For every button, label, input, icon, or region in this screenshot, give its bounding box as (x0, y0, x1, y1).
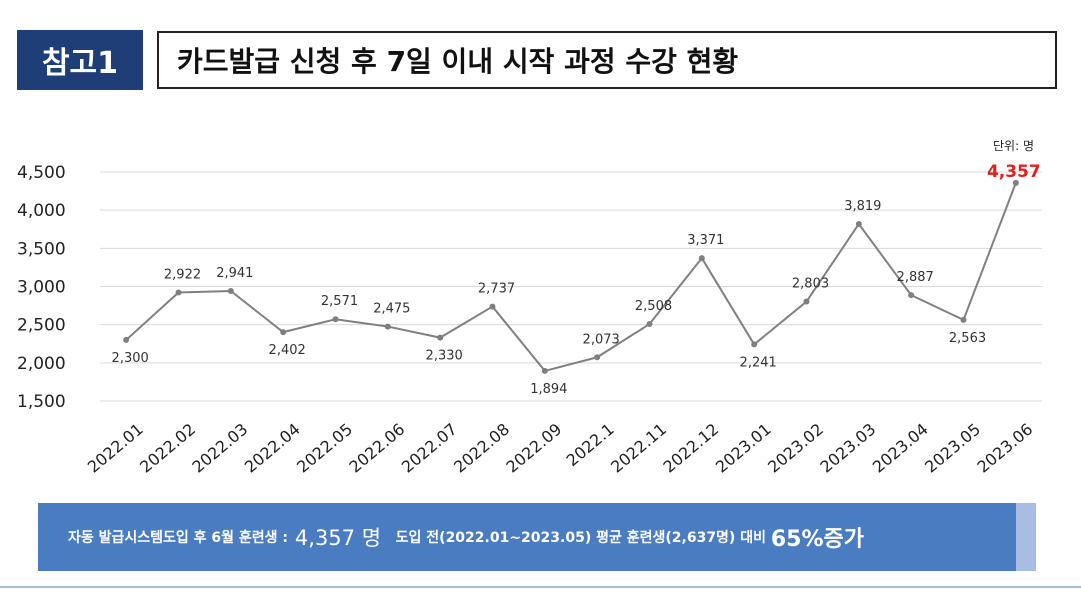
data-point (960, 316, 967, 323)
x-tick-label: 2023.02 (764, 420, 827, 477)
line-chart: 1,500 2,000 2,500 3,000 3,500 4,000 4,500 2,300… (17, 162, 1042, 477)
summary-value-2: 65%증가 (770, 527, 864, 552)
summary-text-1: 자동 발급시스템도입 후 6월 훈련생 : (68, 530, 293, 546)
x-tick-label: 2022.11 (607, 420, 670, 477)
data-label: 2,402 (269, 343, 306, 358)
page-title: 카드발급 신청 후 7일 이내 시작 과정 수강 현황 (157, 31, 1057, 89)
data-point (594, 354, 601, 361)
x-tick-label: 2023.06 (974, 420, 1037, 477)
data-point (489, 303, 496, 310)
data-point (437, 334, 444, 341)
x-tick-label: 2022.02 (136, 420, 199, 477)
data-label: 2,571 (321, 294, 358, 309)
data-point (227, 288, 234, 295)
reference-badge: 참고1 (17, 30, 143, 90)
x-tick-label: 2022.09 (503, 420, 566, 477)
y-tick-label: 2,500 (17, 316, 66, 336)
data-label: 2,073 (583, 332, 620, 347)
x-tick-label: 2023.01 (712, 420, 775, 477)
x-tick-label: 2022.04 (241, 420, 304, 477)
data-label: 2,922 (164, 267, 201, 282)
bottom-divider (0, 586, 1081, 588)
data-label: 2,803 (792, 277, 829, 292)
data-point (541, 367, 548, 374)
data-point (751, 341, 758, 348)
data-point (332, 316, 339, 323)
x-tick-label: 2023.03 (817, 420, 880, 477)
data-point (175, 289, 182, 296)
x-tick-label: 2022.07 (398, 420, 461, 477)
x-tick-label: 2023.05 (921, 420, 984, 477)
x-tick-label: 2022.05 (293, 420, 356, 477)
data-label: 3,819 (844, 199, 881, 214)
summary-banner: 자동 발급시스템도입 후 6월 훈련생 : 4,357 명 도입 전(2022.… (38, 503, 1016, 571)
data-point (384, 323, 391, 330)
page-title-text: 카드발급 신청 후 7일 이내 시작 과정 수강 현황 (177, 45, 739, 78)
data-label: 4,357 (987, 162, 1041, 182)
y-tick-label: 3,000 (17, 278, 66, 298)
data-label: 2,941 (216, 266, 253, 281)
data-label: 2,508 (635, 299, 672, 314)
data-point (646, 321, 653, 328)
y-tick-label: 3,500 (17, 239, 66, 259)
data-label: 2,887 (897, 270, 934, 285)
data-point (280, 329, 287, 336)
x-tick-label: 2023.04 (869, 420, 932, 477)
data-label: 2,563 (949, 331, 986, 346)
data-label: 2,475 (373, 302, 410, 317)
data-point (855, 220, 862, 227)
data-label: 2,330 (426, 349, 463, 364)
data-label: 2,737 (478, 282, 515, 297)
data-label: 3,371 (687, 233, 724, 248)
y-tick-label: 4,000 (17, 201, 66, 221)
x-tick-label: 2022.12 (660, 420, 723, 477)
x-tick-label: 2022.06 (346, 420, 409, 477)
y-tick-label: 4,500 (17, 163, 66, 183)
data-point (123, 336, 130, 343)
x-tick-label: 2022.01 (84, 420, 147, 477)
summary-accent (1016, 503, 1036, 571)
data-point (803, 298, 810, 305)
y-tick-label: 2,000 (17, 354, 66, 374)
data-point (908, 292, 915, 299)
data-point (1012, 179, 1019, 186)
y-tick-label: 1,500 (17, 392, 66, 412)
x-tick-label: 2022.08 (450, 420, 513, 477)
summary-text-2: 도입 전(2022.01~2023.05) 평균 훈련생(2,637명) 대비 (381, 530, 771, 546)
data-point (698, 255, 705, 262)
summary-value-1: 4,357 명 (294, 526, 382, 550)
data-label: 2,300 (112, 351, 149, 366)
data-label: 2,241 (740, 355, 777, 370)
x-tick-label: 2022.03 (189, 420, 252, 477)
unit-label: 단위: 명 (993, 139, 1034, 153)
series-line (125, 182, 1017, 373)
data-label: 1,894 (530, 382, 567, 397)
